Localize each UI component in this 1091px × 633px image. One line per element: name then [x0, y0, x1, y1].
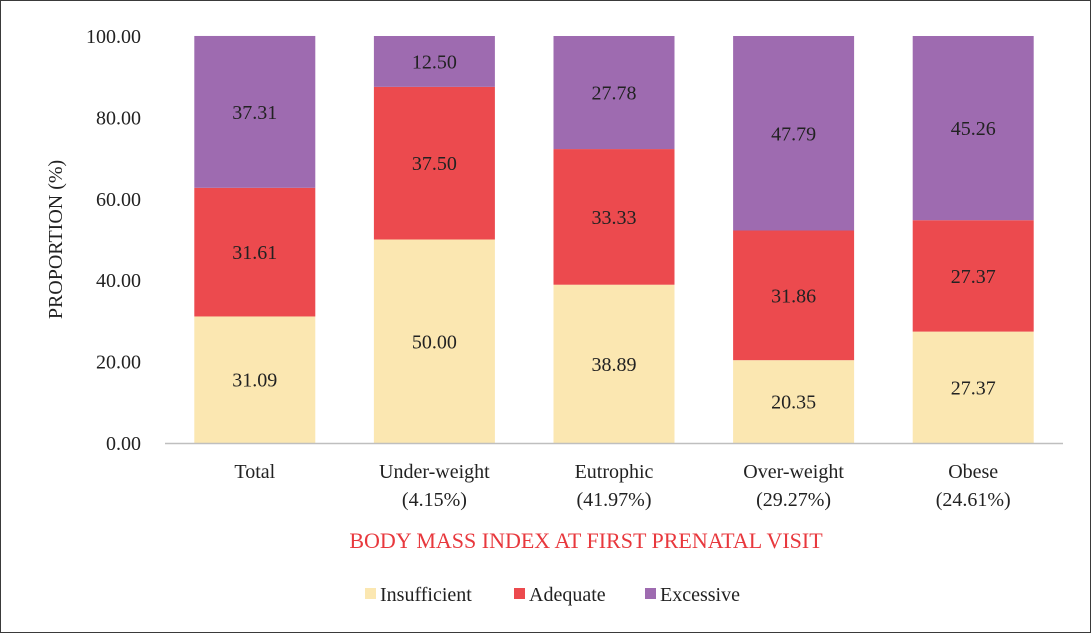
bar-segment-excessive [373, 36, 495, 87]
legend-swatch [514, 588, 525, 599]
bar-segment-excessive [733, 36, 855, 231]
data-label: 27.37 [951, 266, 996, 288]
bar-segment-adequate [194, 187, 316, 317]
x-category-label: (41.97%) [577, 489, 652, 511]
data-label: 27.37 [951, 377, 996, 399]
legend-label: Insufficient [380, 584, 472, 606]
bar-segment-adequate [733, 230, 855, 361]
data-label: 31.86 [771, 285, 816, 307]
data-label: 47.79 [771, 123, 816, 145]
x-category-label: Eutrophic [575, 461, 654, 483]
bar-segment-excessive [194, 35, 316, 188]
data-label: 20.35 [771, 392, 816, 414]
legend-swatch [365, 588, 376, 599]
y-axis-label: PROPORTION (%) [45, 160, 67, 319]
x-category-label: Over-weight [743, 461, 844, 483]
bar-segment-excessive [912, 36, 1034, 221]
y-tick-label: 20.00 [96, 352, 141, 374]
legend-item-excessive: Excessive [645, 584, 740, 606]
bar-segment-adequate [553, 149, 675, 285]
data-label: 31.61 [232, 242, 277, 264]
bar-segment-insufficient [373, 239, 495, 443]
bar-segment-insufficient [912, 331, 1034, 443]
data-label: 50.00 [412, 331, 457, 353]
bar-segment-insufficient [733, 360, 855, 443]
data-label: 12.50 [412, 51, 457, 73]
y-tick-label: 40.00 [96, 270, 141, 292]
x-category-label: (29.27%) [756, 489, 831, 511]
y-tick-label: 0.00 [106, 433, 141, 455]
bar-segment-insufficient [194, 316, 316, 443]
y-tick-label: 80.00 [96, 107, 141, 129]
y-tick-label: 100.00 [86, 26, 141, 48]
x-category-label: (24.61%) [936, 489, 1011, 511]
legend-item-insufficient: Insufficient [365, 584, 472, 606]
x-axis-label: BODY MASS INDEX AT FIRST PRENATAL VISIT [349, 528, 823, 553]
x-category-label: Under-weight [379, 461, 490, 483]
data-label: 31.09 [232, 370, 277, 392]
data-label: 38.89 [592, 354, 637, 376]
data-label: 37.50 [412, 153, 457, 175]
bar-segment-excessive [553, 36, 675, 150]
bar-segment-adequate [373, 86, 495, 240]
data-label: 37.31 [232, 102, 277, 124]
legend-swatch [645, 588, 656, 599]
legend-label: Excessive [660, 584, 740, 606]
data-label: 33.33 [592, 207, 637, 229]
y-tick-label: 60.00 [96, 189, 141, 211]
legend-label: Adequate [529, 584, 606, 606]
x-category-label: Total [234, 461, 275, 483]
data-label: 27.78 [592, 83, 637, 105]
data-label: 45.26 [951, 118, 996, 140]
legend-item-adequate: Adequate [514, 584, 606, 606]
bar-segment-insufficient [553, 284, 675, 443]
bar-segment-adequate [912, 220, 1034, 332]
x-category-label: (4.15%) [402, 489, 467, 511]
x-category-label: Obese [948, 461, 998, 483]
